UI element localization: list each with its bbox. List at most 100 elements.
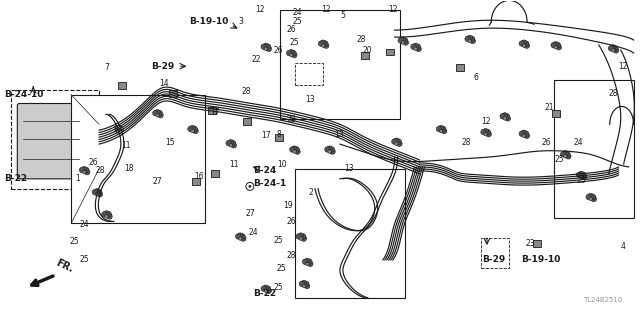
Circle shape <box>318 41 324 46</box>
Bar <box>360 52 369 59</box>
Circle shape <box>403 40 408 45</box>
Circle shape <box>302 284 306 288</box>
Circle shape <box>190 125 195 131</box>
Circle shape <box>248 185 252 188</box>
Circle shape <box>521 40 527 45</box>
Circle shape <box>105 215 108 218</box>
Text: B-29: B-29 <box>483 255 506 263</box>
Circle shape <box>300 281 305 286</box>
Bar <box>211 170 219 177</box>
Circle shape <box>467 35 472 41</box>
Circle shape <box>440 126 446 132</box>
Bar <box>243 118 251 125</box>
Bar <box>481 238 509 268</box>
Circle shape <box>327 146 332 151</box>
Circle shape <box>484 132 488 136</box>
Text: 8: 8 <box>276 130 281 139</box>
Text: 17: 17 <box>210 108 220 116</box>
Text: 20: 20 <box>363 46 372 55</box>
Circle shape <box>553 41 559 47</box>
Circle shape <box>236 234 241 239</box>
Circle shape <box>107 214 112 219</box>
Text: 27: 27 <box>153 177 163 186</box>
Circle shape <box>307 259 312 264</box>
Text: 13: 13 <box>344 165 353 174</box>
Bar <box>552 110 560 117</box>
Circle shape <box>294 147 300 152</box>
Circle shape <box>104 211 109 216</box>
Text: B-22: B-22 <box>4 174 28 183</box>
Circle shape <box>524 41 529 46</box>
Circle shape <box>400 37 406 42</box>
Circle shape <box>330 149 335 154</box>
Circle shape <box>503 117 506 120</box>
Circle shape <box>239 237 242 240</box>
Circle shape <box>438 125 444 131</box>
Circle shape <box>416 46 421 52</box>
Circle shape <box>395 142 398 145</box>
Circle shape <box>524 43 530 48</box>
Circle shape <box>481 130 486 135</box>
Circle shape <box>613 48 619 53</box>
Circle shape <box>301 280 307 286</box>
Text: 12: 12 <box>388 5 398 14</box>
Text: B-19-10: B-19-10 <box>521 255 560 263</box>
Text: 12: 12 <box>618 62 627 71</box>
Circle shape <box>263 43 269 48</box>
Circle shape <box>289 49 294 55</box>
Circle shape <box>191 129 195 133</box>
Circle shape <box>580 172 586 177</box>
Text: B-19-10: B-19-10 <box>189 18 228 26</box>
Text: 5: 5 <box>340 11 345 20</box>
Circle shape <box>289 53 293 57</box>
Circle shape <box>188 126 193 132</box>
Circle shape <box>608 46 614 51</box>
Circle shape <box>296 234 301 239</box>
Bar <box>192 178 200 185</box>
Text: 26: 26 <box>541 137 551 147</box>
Circle shape <box>241 236 246 241</box>
Circle shape <box>396 139 401 144</box>
Circle shape <box>397 141 402 146</box>
Text: 4: 4 <box>620 242 625 251</box>
Circle shape <box>84 167 89 173</box>
Text: 28: 28 <box>609 89 618 98</box>
Circle shape <box>398 38 403 43</box>
Bar <box>71 94 205 223</box>
Circle shape <box>321 44 325 48</box>
Circle shape <box>590 194 596 200</box>
Text: 1: 1 <box>76 174 80 183</box>
Text: 18: 18 <box>124 165 134 174</box>
Text: 24: 24 <box>248 228 258 237</box>
Bar <box>170 90 177 97</box>
Text: 24: 24 <box>79 220 89 229</box>
Circle shape <box>564 152 570 157</box>
Circle shape <box>83 170 86 174</box>
Text: 13: 13 <box>306 95 316 104</box>
Circle shape <box>483 129 488 134</box>
Text: 25: 25 <box>274 283 284 292</box>
Circle shape <box>298 233 303 238</box>
Circle shape <box>157 113 163 118</box>
Text: 26: 26 <box>274 46 284 55</box>
Bar <box>12 90 99 189</box>
Text: 16: 16 <box>194 172 204 182</box>
Text: 28: 28 <box>95 166 105 175</box>
Text: B-22: B-22 <box>253 289 276 298</box>
Text: 11: 11 <box>121 141 131 150</box>
Circle shape <box>465 36 470 41</box>
Text: 25: 25 <box>554 155 564 164</box>
Circle shape <box>414 47 417 50</box>
Circle shape <box>566 154 571 159</box>
Circle shape <box>402 38 408 43</box>
Text: 9: 9 <box>114 125 118 134</box>
Circle shape <box>612 46 618 51</box>
Text: 21: 21 <box>545 103 554 112</box>
Circle shape <box>192 126 197 132</box>
Circle shape <box>301 236 307 241</box>
Circle shape <box>264 289 268 293</box>
Circle shape <box>265 286 271 291</box>
Circle shape <box>263 285 269 291</box>
Circle shape <box>436 126 442 132</box>
Bar <box>554 80 634 219</box>
